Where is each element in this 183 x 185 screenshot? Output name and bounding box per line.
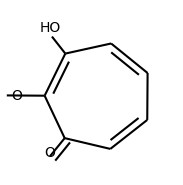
- Text: O: O: [44, 146, 55, 160]
- Text: O: O: [11, 89, 22, 102]
- Text: HO: HO: [40, 21, 61, 35]
